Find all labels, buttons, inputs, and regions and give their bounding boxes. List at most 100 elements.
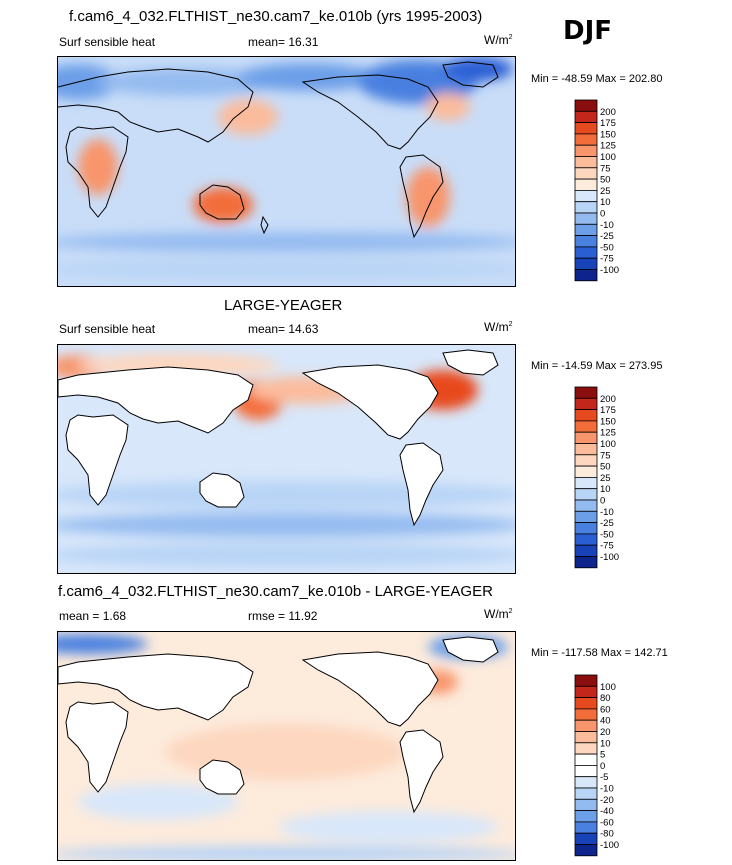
p1-field-12 xyxy=(58,259,515,279)
colorbar-2-label-4: 100 xyxy=(600,439,616,450)
panel-3-minmax: Min = -117.58 Max = 142.71 xyxy=(531,647,668,659)
colorbar-2-label-9: 0 xyxy=(600,496,605,507)
panel-2-units-text: W/m xyxy=(484,320,509,334)
panel-3-units-text: W/m xyxy=(484,607,509,621)
colorbar-1-label-5: 75 xyxy=(600,163,611,174)
colorbar-3-box-10 xyxy=(574,787,598,800)
panel-2-land xyxy=(58,349,499,527)
p3-land-eurasia xyxy=(58,653,254,721)
colorbar-2-box-7 xyxy=(574,465,598,478)
colorbar-2-label-3: 125 xyxy=(600,428,616,439)
colorbar-3-label-9: -10 xyxy=(600,784,614,795)
panel-2-map xyxy=(57,344,516,574)
colorbar-3-label-6: 5 xyxy=(600,750,605,761)
panel-2-units: W/m2 xyxy=(484,320,513,334)
p3-field-6 xyxy=(278,811,498,843)
colorbar-1-box-13 xyxy=(574,246,598,259)
colorbar-1-label-11: -25 xyxy=(600,231,614,242)
colorbar-1-box-0 xyxy=(574,99,598,112)
panel-2-title: LARGE-YEAGER xyxy=(224,297,343,314)
colorbar-3-label-13: -80 xyxy=(600,829,614,840)
p3-field-5 xyxy=(78,784,238,820)
p2-field-6 xyxy=(58,481,515,509)
colorbar-2-label-10: -10 xyxy=(600,507,614,518)
colorbar-3-box-15 xyxy=(574,844,598,857)
panel-3-map-svg xyxy=(58,632,515,860)
p1-field-7 xyxy=(218,99,278,135)
p1-field-5 xyxy=(443,57,513,81)
colorbar-2-label-6: 50 xyxy=(600,462,611,473)
panel-1-variable: Surf sensible heat xyxy=(59,35,156,49)
colorbar-1-box-14 xyxy=(574,257,598,270)
colorbar-3-box-0 xyxy=(574,674,598,687)
colorbar-2-box-1 xyxy=(574,397,598,411)
colorbar-1-label-14: -100 xyxy=(600,265,619,276)
p3-land-samerica xyxy=(399,729,444,814)
colorbar-2-label-13: -75 xyxy=(600,541,614,552)
panel-3-rmse: rmse = 11.92 xyxy=(248,609,318,623)
p1-field-8 xyxy=(78,139,118,195)
colorbar-1-label-4: 100 xyxy=(600,152,616,163)
colorbar-2-box-15 xyxy=(574,556,598,569)
colorbar-1-box-5 xyxy=(574,156,598,169)
panel-2-variable: Surf sensible heat xyxy=(59,322,156,336)
colorbar-3-label-1: 80 xyxy=(600,693,611,704)
p1-field-2 xyxy=(98,68,278,96)
panel-2-units-sup: 2 xyxy=(508,321,513,328)
panel-2-mean: mean= 14.63 xyxy=(248,322,319,336)
p1-field-10 xyxy=(406,167,450,227)
panel-1-units: W/m2 xyxy=(484,33,513,47)
colorbar-1-label-1: 175 xyxy=(600,118,616,129)
colorbar-2-box-11 xyxy=(574,510,598,524)
colorbar-2-label-8: 10 xyxy=(600,484,611,495)
p1-coast-africa xyxy=(65,126,129,218)
colorbar-2-box-13 xyxy=(574,533,598,546)
colorbar-2-label-2: 150 xyxy=(600,416,616,427)
panel-2-map-svg xyxy=(58,345,515,573)
p2-land-africa xyxy=(65,414,129,506)
p2-land-greenland xyxy=(442,349,499,376)
colorbar-2-box-12 xyxy=(574,522,598,535)
colorbar-2-label-11: -25 xyxy=(600,518,614,529)
colorbar-3-box-6 xyxy=(574,742,598,755)
p3-field-7 xyxy=(58,846,515,860)
colorbar-1-label-7: 25 xyxy=(600,186,611,197)
colorbar-1-box-7 xyxy=(574,178,598,191)
colorbar-1-box-11 xyxy=(574,223,598,237)
panel-1-mean: mean= 16.31 xyxy=(248,35,319,49)
colorbar-1-label-2: 150 xyxy=(600,129,616,140)
p1-coast-samerica xyxy=(399,154,444,239)
panel-1-minmax: Min = -48.59 Max = 202.80 xyxy=(531,73,663,85)
colorbar-2-box-0 xyxy=(574,386,598,399)
colorbar-3-box-13 xyxy=(574,821,598,834)
panel-1-map-svg xyxy=(58,57,515,286)
colorbar-2-box-4 xyxy=(574,431,598,444)
p1-field-11 xyxy=(58,232,515,252)
colorbar-2-box-9 xyxy=(574,488,598,501)
panel-2-colorbar: 200 175 150 125 100 75 50 25 10 0 -10 -25 -50 -75 -100 xyxy=(574,386,635,569)
panel-3-land xyxy=(58,636,499,814)
colorbar-3-box-11 xyxy=(574,798,598,812)
p1-field-3 xyxy=(238,63,378,91)
colorbar-3-box-1 xyxy=(574,685,598,699)
colorbar-1-label-13: -75 xyxy=(600,254,614,265)
panel-3-units: W/m2 xyxy=(484,607,513,621)
colorbar-1-box-10 xyxy=(574,212,598,225)
p1-field-6 xyxy=(426,93,470,121)
colorbar-1-label-10: -10 xyxy=(600,220,614,231)
colorbar-3-box-7 xyxy=(574,753,598,766)
colorbar-1-label-12: -50 xyxy=(600,242,614,253)
panel-1-coastlines xyxy=(58,61,499,239)
colorbar-2-box-2 xyxy=(574,409,598,422)
colorbar-3-label-3: 40 xyxy=(600,716,611,727)
colorbar-3-label-5: 10 xyxy=(600,738,611,749)
colorbar-1-label-8: 10 xyxy=(600,197,611,208)
colorbar-3-label-7: 0 xyxy=(600,761,605,772)
colorbar-1-label-0: 200 xyxy=(600,107,616,118)
colorbar-1-box-15 xyxy=(574,269,598,282)
colorbar-2-label-14: -100 xyxy=(600,552,619,563)
panel-3-colorbar: 100 80 60 40 20 10 5 0 -5 -10 -20 -40 -60 -80 -100 xyxy=(574,674,635,857)
panel-3-map xyxy=(57,631,516,861)
